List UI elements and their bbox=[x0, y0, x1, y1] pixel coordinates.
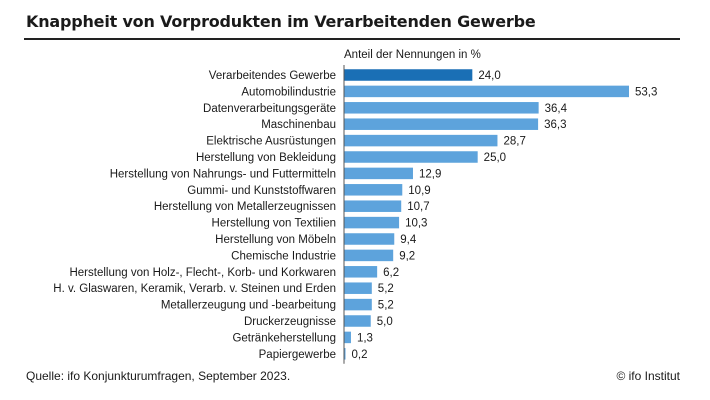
value-label: 36,3 bbox=[544, 119, 566, 131]
bar-11 bbox=[344, 233, 395, 245]
source-note: Quelle: ifo Konjunkturumfragen, Septembe… bbox=[26, 369, 291, 383]
category-label: Herstellung von Metallerzeugnissen bbox=[154, 201, 336, 213]
bar-7 bbox=[344, 167, 413, 180]
category-label: Papiergewerbe bbox=[259, 349, 336, 361]
value-label: 28,7 bbox=[503, 136, 525, 148]
category-label: H. v. Glaswaren, Keramik, Verarb. v. Ste… bbox=[53, 283, 336, 295]
value-label: 25,0 bbox=[484, 152, 506, 164]
bar-10 bbox=[344, 216, 400, 229]
value-label: 36,4 bbox=[545, 103, 568, 115]
bar-8 bbox=[344, 184, 403, 196]
category-label: Metallerzeugung und -bearbeitung bbox=[161, 300, 336, 312]
category-label: Datenverarbeitungsgeräte bbox=[203, 103, 336, 115]
value-label: 9,4 bbox=[400, 234, 417, 246]
category-label: Herstellung von Möbeln bbox=[215, 234, 336, 246]
value-label: 10,3 bbox=[405, 218, 427, 230]
category-label: Verarbeitendes Gewerbe bbox=[209, 70, 336, 82]
category-label: Chemische Industrie bbox=[231, 250, 336, 262]
category-label: Herstellung von Textilien bbox=[212, 218, 336, 230]
value-label: 0,2 bbox=[352, 349, 368, 361]
bar-6 bbox=[344, 151, 478, 163]
category-label: Gummi- und Kunststoffwaren bbox=[187, 185, 336, 197]
value-label: 9,2 bbox=[399, 250, 415, 262]
bar-16 bbox=[344, 315, 371, 327]
bar-12 bbox=[344, 249, 394, 262]
category-label: Elektrische Ausrüstungen bbox=[206, 136, 336, 148]
title-rule bbox=[24, 38, 680, 40]
bar-3 bbox=[344, 102, 539, 114]
category-label: Getränkeherstellung bbox=[232, 332, 336, 344]
bar-17 bbox=[344, 331, 351, 344]
bar-5 bbox=[344, 134, 498, 147]
value-label: 5,2 bbox=[378, 300, 394, 312]
category-label: Herstellung von Holz-, Flecht-, Korb- un… bbox=[69, 267, 336, 279]
value-label: 6,2 bbox=[383, 267, 399, 279]
category-label: Druckerzeugnisse bbox=[244, 316, 336, 328]
bar-13 bbox=[344, 266, 378, 278]
category-label: Herstellung von Bekleidung bbox=[196, 152, 336, 164]
bar-9 bbox=[344, 200, 402, 212]
value-label: 5,2 bbox=[378, 283, 394, 295]
bar-14 bbox=[344, 282, 372, 294]
value-label: 10,9 bbox=[408, 185, 430, 197]
value-label: 1,3 bbox=[357, 332, 373, 344]
value-label: 12,9 bbox=[419, 168, 441, 180]
value-label: 24,0 bbox=[478, 70, 500, 82]
chart-title: Knappheit von Vorprodukten im Verarbeite… bbox=[26, 12, 536, 31]
value-axis-label: Anteil der Nennungen in % bbox=[344, 49, 481, 61]
copyright-note: © ifo Institut bbox=[616, 369, 680, 383]
category-label: Herstellung von Nahrungs- und Futtermitt… bbox=[110, 168, 336, 180]
value-label: 10,7 bbox=[407, 201, 429, 213]
bar-15 bbox=[344, 298, 372, 311]
value-label: 5,0 bbox=[377, 316, 393, 328]
bar-1 bbox=[344, 69, 473, 81]
category-label: Maschinenbau bbox=[261, 119, 336, 131]
value-label: 53,3 bbox=[635, 86, 657, 98]
category-label: Automobilindustrie bbox=[241, 86, 336, 98]
bar-2 bbox=[344, 85, 629, 98]
bar-4 bbox=[344, 118, 539, 130]
bar-18 bbox=[344, 348, 346, 360]
